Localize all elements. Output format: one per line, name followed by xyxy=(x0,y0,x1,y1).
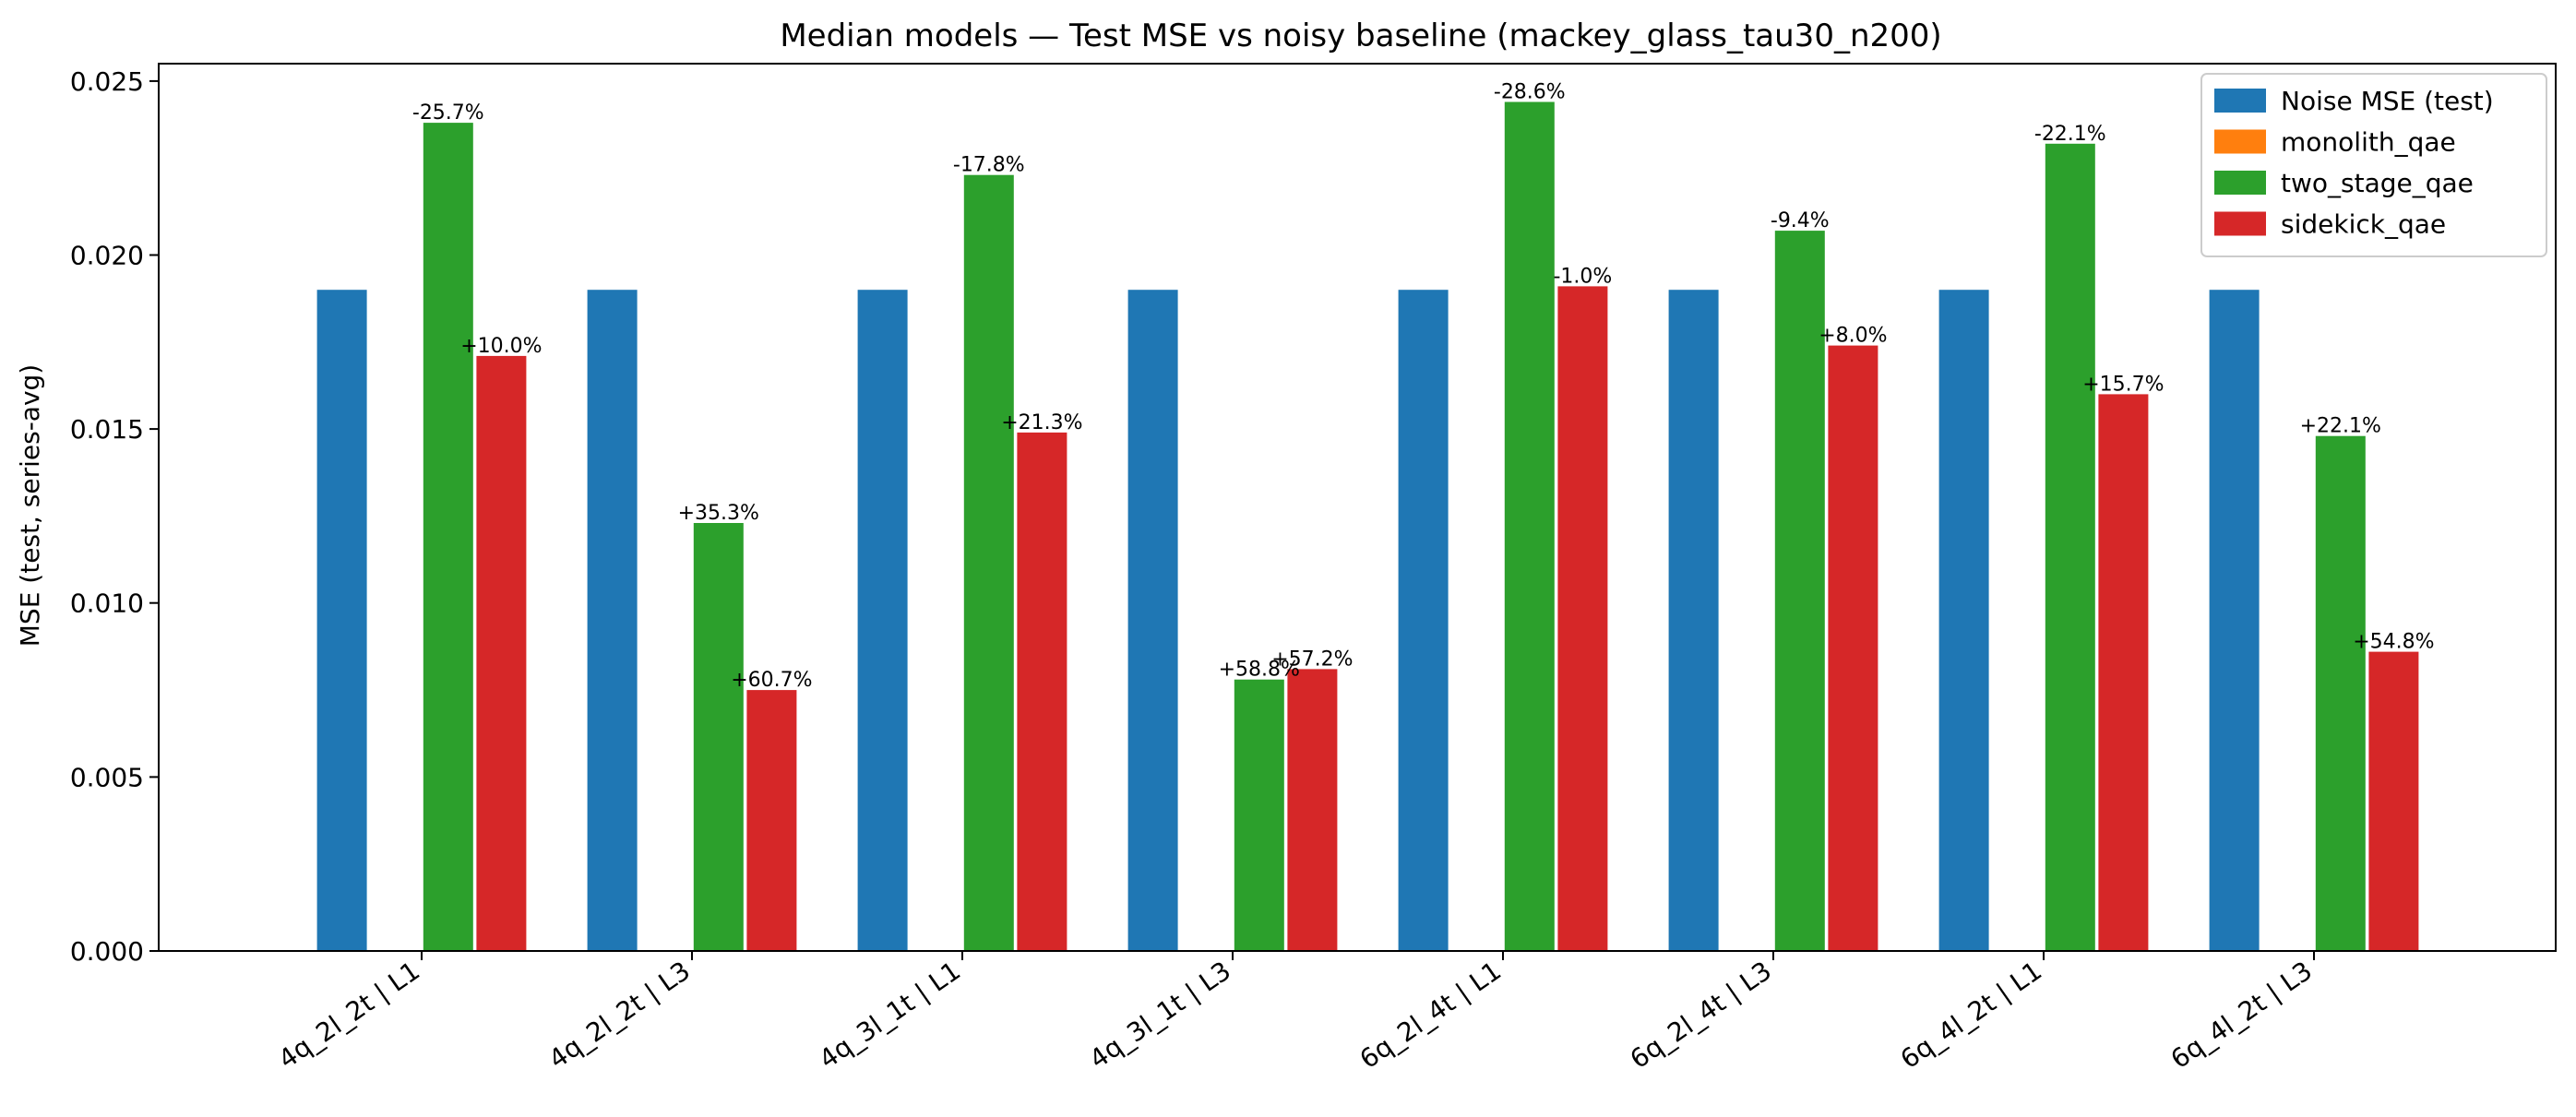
bar-labels-layer: -25.7% +35.3% -17.8% +58.8% -28.6% -9.4% -22.1… xyxy=(412,81,2435,693)
bar xyxy=(2045,143,2095,952)
bar-value-label: +10.0% xyxy=(460,335,542,358)
bar-value-label: -25.7% xyxy=(412,101,484,125)
bar-value-label: +57.2% xyxy=(1271,648,1353,671)
x-tick-label: 6q_4l_2t | L3 xyxy=(2165,956,2318,1075)
x-tick-label: 6q_4l_2t | L1 xyxy=(1895,956,2047,1075)
bar xyxy=(1938,290,1989,951)
bar xyxy=(1127,290,1178,951)
bar xyxy=(2209,290,2260,951)
bar-value-label: +8.0% xyxy=(1819,325,1887,348)
bar-value-label: +21.3% xyxy=(1001,411,1082,434)
bar-value-label: +58.8% xyxy=(1219,659,1300,682)
y-tick-label: 0.025 xyxy=(70,66,144,97)
bar xyxy=(1668,290,1719,951)
bar-value-label: +35.3% xyxy=(678,502,759,525)
bar-value-label: -28.6% xyxy=(1494,81,1566,104)
legend: Noise MSE (test) monolith_qae two_stage_qa… xyxy=(2200,73,2547,257)
x-tick-label: 4q_2l_2t | L1 xyxy=(273,956,425,1075)
bar xyxy=(316,290,367,951)
y-tick-label: 0.020 xyxy=(70,241,144,271)
y-tick-label: 0.010 xyxy=(70,588,144,619)
bar xyxy=(2315,435,2366,951)
bar-value-label: -9.4% xyxy=(1771,209,1830,232)
bar xyxy=(1017,432,1067,951)
bar-value-label: +60.7% xyxy=(731,669,812,692)
bar xyxy=(963,174,1014,951)
x-tick-label: 4q_3l_1t | L1 xyxy=(814,956,966,1075)
legend-entry-label: sidekick_qae xyxy=(2281,209,2446,240)
bar xyxy=(1234,679,1284,951)
bar xyxy=(1828,345,1878,952)
bar-value-label: -17.8% xyxy=(953,154,1025,177)
bar xyxy=(857,290,908,951)
bar xyxy=(1774,231,1825,952)
x-tick-label: 6q_2l_4t | L1 xyxy=(1354,956,1507,1075)
bar-value-label: +54.8% xyxy=(2353,631,2434,654)
bar xyxy=(2368,651,2419,951)
y-tick-label: 0.015 xyxy=(70,414,144,445)
y-tick-label: 0.005 xyxy=(70,762,144,792)
bar xyxy=(587,290,638,951)
y-tick-label: 0.000 xyxy=(70,936,144,967)
legend-entry-label: monolith_qae xyxy=(2281,127,2456,158)
x-tick-label: 4q_2l_2t | L3 xyxy=(543,956,696,1075)
legend-swatch xyxy=(2214,211,2266,236)
legend-swatch xyxy=(2214,129,2266,154)
x-tick-label: 4q_3l_1t | L3 xyxy=(1084,956,1236,1075)
bar xyxy=(746,690,797,951)
legend-swatch xyxy=(2214,89,2266,113)
bar xyxy=(1504,101,1555,951)
chart-title: Median models — Test MSE vs noisy baseli… xyxy=(780,18,1941,54)
x-tick-label: 6q_2l_4t | L3 xyxy=(1625,956,1777,1075)
bar-value-label: +22.1% xyxy=(2300,415,2381,438)
x-axis: 4q_2l_2t | L1 4q_2l_2t | L3 4q_3l_1t | L1 4… xyxy=(273,951,2318,1075)
plot-frame xyxy=(158,63,2557,952)
bar-value-label: -22.1% xyxy=(2034,123,2106,146)
bar-value-label: -1.0% xyxy=(1553,265,1612,288)
y-axis-label: MSE (test, series-avg) xyxy=(15,364,45,647)
legend-entry-label: Noise MSE (test) xyxy=(2281,86,2494,116)
bars-layer xyxy=(316,101,2419,952)
bar xyxy=(423,123,473,952)
legend-entry-label: two_stage_qae xyxy=(2281,168,2474,198)
bar xyxy=(1398,290,1449,951)
bar xyxy=(693,523,744,951)
bar xyxy=(1287,669,1338,951)
bar xyxy=(1557,286,1608,951)
y-axis: 0.000 0.005 0.010 0.015 0.020 0.025 xyxy=(70,66,159,967)
legend-box xyxy=(2200,73,2547,257)
legend-swatch xyxy=(2214,171,2266,195)
bar-value-label: +15.7% xyxy=(2082,373,2164,396)
bar xyxy=(476,355,527,951)
bar xyxy=(2098,394,2149,951)
